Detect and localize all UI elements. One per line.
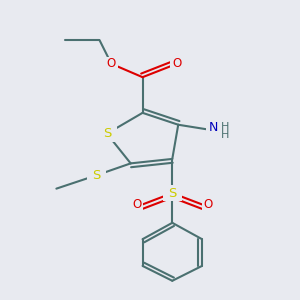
- FancyBboxPatch shape: [87, 167, 106, 183]
- FancyBboxPatch shape: [163, 185, 182, 201]
- FancyBboxPatch shape: [97, 126, 117, 142]
- FancyBboxPatch shape: [206, 121, 231, 141]
- Text: H: H: [221, 130, 229, 140]
- Text: O: O: [132, 199, 141, 212]
- FancyBboxPatch shape: [105, 57, 118, 70]
- Text: O: O: [107, 57, 116, 70]
- Text: O: O: [172, 57, 182, 70]
- FancyBboxPatch shape: [170, 57, 183, 70]
- Text: H: H: [221, 122, 229, 132]
- Text: O: O: [203, 199, 213, 212]
- Text: S: S: [168, 187, 176, 200]
- Text: N: N: [209, 121, 219, 134]
- FancyBboxPatch shape: [202, 199, 214, 212]
- Text: S: S: [92, 169, 101, 182]
- Text: S: S: [103, 127, 111, 140]
- FancyBboxPatch shape: [130, 199, 143, 212]
